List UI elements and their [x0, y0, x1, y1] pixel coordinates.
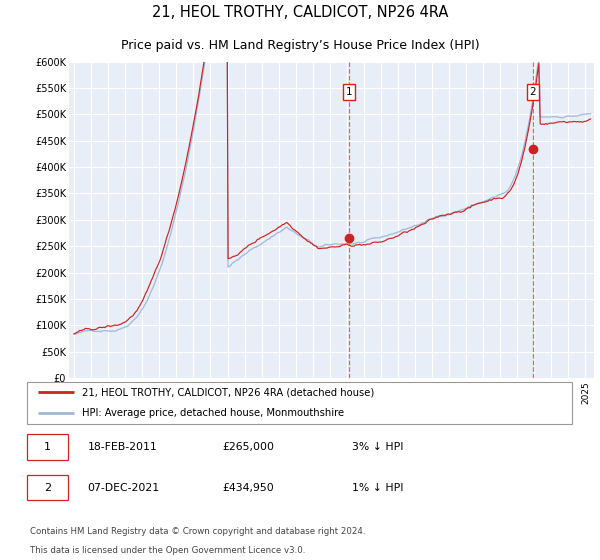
FancyBboxPatch shape [27, 474, 68, 501]
Text: 3% ↓ HPI: 3% ↓ HPI [352, 442, 404, 452]
Text: 21, HEOL TROTHY, CALDICOT, NP26 4RA: 21, HEOL TROTHY, CALDICOT, NP26 4RA [152, 6, 448, 20]
Text: 07-DEC-2021: 07-DEC-2021 [88, 483, 160, 492]
Text: 2: 2 [530, 87, 536, 97]
Text: £265,000: £265,000 [223, 442, 275, 452]
FancyBboxPatch shape [27, 381, 572, 424]
Text: 18-FEB-2011: 18-FEB-2011 [88, 442, 157, 452]
Text: 1: 1 [44, 442, 51, 452]
FancyBboxPatch shape [27, 434, 68, 460]
Text: HPI: Average price, detached house, Monmouthshire: HPI: Average price, detached house, Monm… [82, 408, 344, 418]
Text: Contains HM Land Registry data © Crown copyright and database right 2024.: Contains HM Land Registry data © Crown c… [29, 527, 365, 536]
Text: Price paid vs. HM Land Registry’s House Price Index (HPI): Price paid vs. HM Land Registry’s House … [121, 39, 479, 53]
Text: 21, HEOL TROTHY, CALDICOT, NP26 4RA (detached house): 21, HEOL TROTHY, CALDICOT, NP26 4RA (det… [82, 387, 374, 397]
Text: 1: 1 [346, 87, 352, 97]
Text: This data is licensed under the Open Government Licence v3.0.: This data is licensed under the Open Gov… [29, 546, 305, 556]
Text: 2: 2 [44, 483, 51, 492]
Text: £434,950: £434,950 [223, 483, 274, 492]
Text: 1% ↓ HPI: 1% ↓ HPI [352, 483, 404, 492]
